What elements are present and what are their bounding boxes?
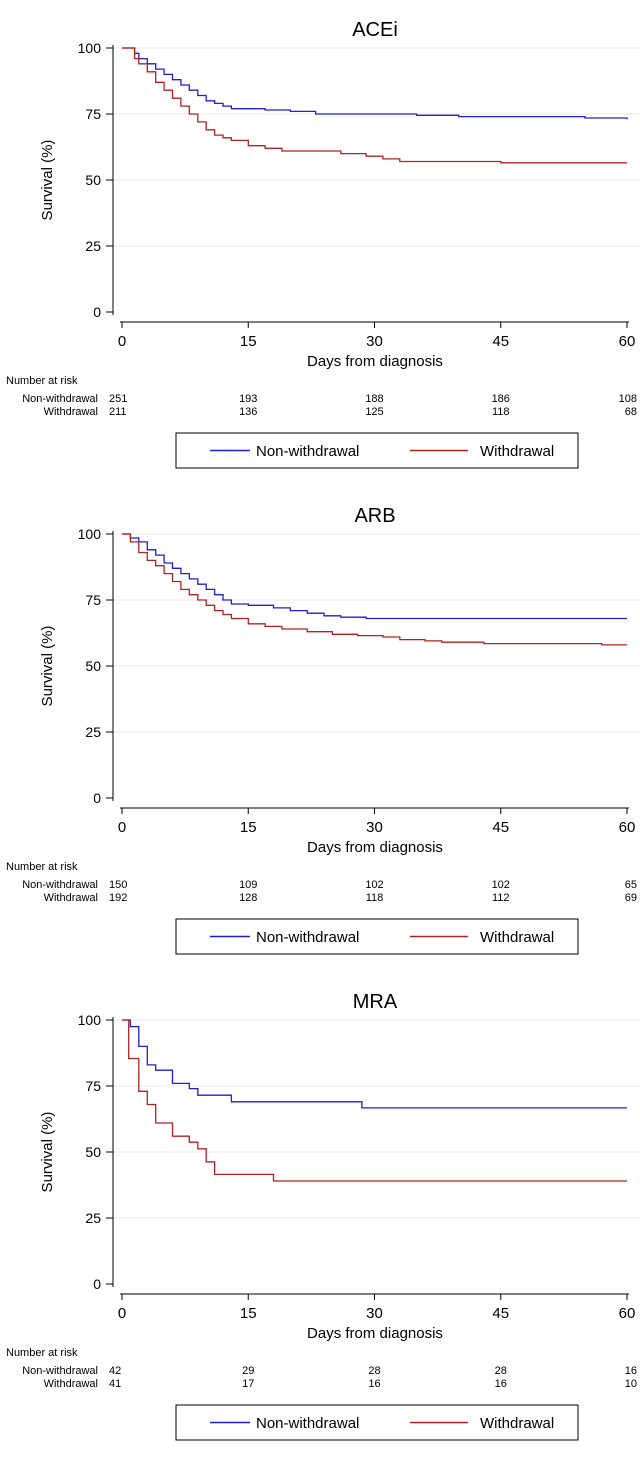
series-line-non-withdrawal bbox=[122, 1019, 627, 1109]
risk-value: 41 bbox=[109, 1378, 121, 1390]
km-panel-mra: MRA 0 25 50 75 100 0 15 30 45 60 Survival (%) Days f… bbox=[6, 991, 640, 1441]
x-tick-label: 0 bbox=[118, 333, 126, 350]
x-tick-label: 15 bbox=[240, 819, 257, 836]
risk-value: 69 bbox=[625, 892, 637, 904]
risk-value: 42 bbox=[109, 1365, 121, 1377]
km-panel-acei: ACEi 0 25 50 75 100 0 15 30 45 60 Survival (%) Days … bbox=[6, 19, 640, 469]
x-tick-label: 60 bbox=[619, 819, 636, 836]
y-tick-label: 25 bbox=[85, 724, 101, 740]
risk-row-label: Withdrawal bbox=[44, 406, 98, 418]
risk-row-label: Non-withdrawal bbox=[22, 1365, 98, 1377]
legend-label-non-withdrawal: Non-withdrawal bbox=[256, 929, 359, 946]
y-tick-label: 100 bbox=[78, 526, 102, 542]
panel-title: MRA bbox=[353, 991, 398, 1013]
risk-value: 251 bbox=[109, 393, 127, 405]
y-tick-label: 0 bbox=[93, 790, 101, 806]
legend-label-non-withdrawal: Non-withdrawal bbox=[256, 1415, 359, 1432]
y-tick-label: 50 bbox=[85, 172, 101, 188]
series-line-non-withdrawal bbox=[122, 533, 627, 620]
risk-value: 29 bbox=[242, 1365, 254, 1377]
risk-value: 118 bbox=[366, 892, 384, 904]
y-tick-label: 75 bbox=[85, 1078, 101, 1094]
y-tick-label: 0 bbox=[93, 304, 101, 320]
legend-label-non-withdrawal: Non-withdrawal bbox=[256, 443, 359, 460]
risk-value: 211 bbox=[109, 406, 127, 418]
risk-value: 68 bbox=[625, 406, 637, 418]
risk-value: 102 bbox=[492, 879, 510, 891]
risk-value: 108 bbox=[619, 393, 637, 405]
risk-row-label: Non-withdrawal bbox=[22, 393, 98, 405]
y-axis-title: Survival (%) bbox=[39, 140, 56, 221]
risk-row-label: Non-withdrawal bbox=[22, 879, 98, 891]
x-tick-label: 45 bbox=[492, 819, 509, 836]
risk-value: 150 bbox=[109, 879, 127, 891]
x-tick-label: 15 bbox=[240, 1305, 257, 1322]
legend-label-withdrawal: Withdrawal bbox=[480, 443, 554, 460]
series-line-withdrawal bbox=[122, 47, 627, 164]
x-tick-label: 15 bbox=[240, 333, 257, 350]
risk-value: 128 bbox=[239, 892, 257, 904]
risk-value: 193 bbox=[239, 393, 257, 405]
risk-value: 112 bbox=[492, 892, 510, 904]
risk-value: 28 bbox=[368, 1365, 380, 1377]
risk-value: 65 bbox=[625, 879, 637, 891]
risk-table-heading: Number at risk bbox=[6, 861, 78, 873]
x-tick-label: 45 bbox=[492, 1305, 509, 1322]
risk-value: 109 bbox=[239, 879, 257, 891]
y-tick-label: 25 bbox=[85, 238, 101, 254]
risk-value: 186 bbox=[492, 393, 510, 405]
x-tick-label: 60 bbox=[619, 333, 636, 350]
risk-value: 102 bbox=[365, 879, 383, 891]
panel-title: ARB bbox=[354, 505, 395, 527]
legend-label-withdrawal: Withdrawal bbox=[480, 1415, 554, 1432]
km-panel-arb: ARB 0 25 50 75 100 0 15 30 45 60 Survival (%) Days f… bbox=[6, 505, 640, 955]
risk-value: 28 bbox=[495, 1365, 507, 1377]
x-tick-label: 0 bbox=[118, 819, 126, 836]
series-line-withdrawal bbox=[122, 533, 627, 646]
risk-row-label: Withdrawal bbox=[44, 1378, 98, 1390]
risk-value: 188 bbox=[365, 393, 383, 405]
risk-row-label: Withdrawal bbox=[44, 892, 98, 904]
x-tick-label: 45 bbox=[492, 333, 509, 350]
risk-value: 16 bbox=[495, 1378, 507, 1390]
x-axis-title: Days from diagnosis bbox=[307, 839, 443, 856]
y-tick-label: 100 bbox=[78, 1012, 102, 1028]
risk-value: 10 bbox=[625, 1378, 637, 1390]
y-tick-label: 75 bbox=[85, 106, 101, 122]
risk-value: 16 bbox=[625, 1365, 637, 1377]
panel-title: ACEi bbox=[352, 19, 398, 41]
series-line-withdrawal bbox=[122, 1019, 627, 1182]
risk-table-heading: Number at risk bbox=[6, 1347, 78, 1359]
y-axis-title: Survival (%) bbox=[39, 1112, 56, 1193]
series-line-non-withdrawal bbox=[122, 47, 628, 120]
risk-value: 192 bbox=[109, 892, 127, 904]
y-axis-title: Survival (%) bbox=[39, 626, 56, 707]
y-tick-label: 50 bbox=[85, 658, 101, 674]
x-tick-label: 30 bbox=[366, 819, 383, 836]
risk-value: 125 bbox=[365, 406, 383, 418]
y-tick-label: 100 bbox=[78, 40, 102, 56]
y-tick-label: 25 bbox=[85, 1210, 101, 1226]
risk-value: 17 bbox=[242, 1378, 254, 1390]
legend-label-withdrawal: Withdrawal bbox=[480, 929, 554, 946]
x-axis-title: Days from diagnosis bbox=[307, 353, 443, 370]
y-tick-label: 50 bbox=[85, 1144, 101, 1160]
y-tick-label: 0 bbox=[93, 1276, 101, 1292]
risk-value: 118 bbox=[492, 406, 510, 418]
x-axis-title: Days from diagnosis bbox=[307, 1325, 443, 1342]
risk-value: 136 bbox=[239, 406, 257, 418]
risk-value: 16 bbox=[368, 1378, 380, 1390]
x-tick-label: 0 bbox=[118, 1305, 126, 1322]
x-tick-label: 30 bbox=[366, 333, 383, 350]
risk-table-heading: Number at risk bbox=[6, 375, 78, 387]
x-tick-label: 30 bbox=[366, 1305, 383, 1322]
y-tick-label: 75 bbox=[85, 592, 101, 608]
x-tick-label: 60 bbox=[619, 1305, 636, 1322]
